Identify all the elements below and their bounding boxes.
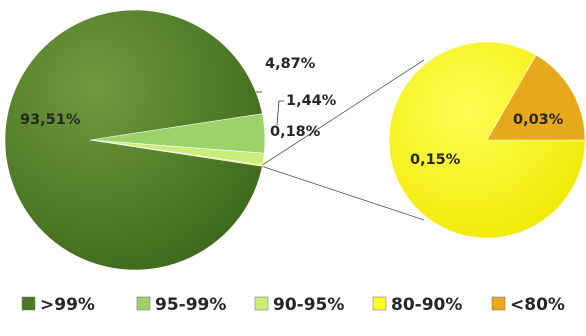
legend-swatch xyxy=(491,296,506,311)
pie-connector-lines xyxy=(262,59,425,221)
label-4-87: 4,87% xyxy=(265,56,316,72)
legend-label: 90-95% xyxy=(273,295,344,315)
label-93-51: 93,51% xyxy=(20,112,81,128)
legend-swatch xyxy=(136,296,151,311)
legend-item-2: 90-95% xyxy=(254,295,344,315)
legend-swatch xyxy=(254,296,269,311)
secondary-pie-slice-lt80 xyxy=(486,54,586,141)
legend-item-0: >99% xyxy=(21,295,95,315)
data-labels: 93,51% 4,87% 1,44% 0,18% 0,15% 0,03% xyxy=(20,56,564,168)
secondary-pie xyxy=(388,41,586,239)
legend: >99% 95-99% 90-95% 80-90% <80% xyxy=(21,295,565,315)
connector-line-bottom xyxy=(262,165,425,221)
legend-item-3: 80-90% xyxy=(372,295,462,315)
label-0-03: 0,03% xyxy=(513,112,564,128)
legend-label: 95-99% xyxy=(155,295,226,315)
main-pie xyxy=(4,9,266,271)
legend-label: 80-90% xyxy=(391,295,462,315)
connector-line-top xyxy=(262,59,425,166)
label-0-15: 0,15% xyxy=(410,152,461,168)
legend-item-4: <80% xyxy=(491,295,565,315)
legend-swatch xyxy=(372,296,387,311)
legend-swatch xyxy=(21,296,36,311)
leader-1-44 xyxy=(276,100,284,126)
legend-label: <80% xyxy=(510,295,565,315)
label-0-18: 0,18% xyxy=(270,124,321,140)
main-pie-slice-other xyxy=(89,139,263,167)
legend-label: >99% xyxy=(40,295,95,315)
label-1-44: 1,44% xyxy=(286,93,337,109)
legend-item-1: 95-99% xyxy=(136,295,226,315)
